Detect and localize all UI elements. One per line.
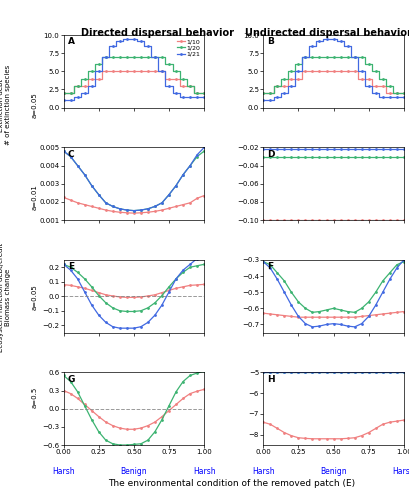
- Text: Benign: Benign: [120, 468, 147, 476]
- Text: a=0.5: a=0.5: [32, 387, 38, 408]
- Text: Extinction debt
# of extinction species: Extinction debt # of extinction species: [0, 65, 11, 145]
- Text: H: H: [267, 374, 274, 384]
- Text: Directed dispersal behavior: Directed dispersal behavior: [81, 28, 234, 38]
- Text: Benign: Benign: [319, 468, 346, 476]
- Text: Harsh: Harsh: [251, 468, 274, 476]
- Text: E: E: [67, 262, 74, 271]
- Text: G: G: [67, 374, 75, 384]
- Text: Ecosystem function debt/credit
Biomass change: Ecosystem function debt/credit Biomass c…: [0, 243, 11, 352]
- Legend: 1/10, 1/20, 1/21: 1/10, 1/20, 1/21: [176, 38, 200, 58]
- Text: B: B: [267, 37, 274, 46]
- Text: C: C: [67, 150, 74, 158]
- Text: a=0.01: a=0.01: [32, 184, 38, 210]
- Text: a=0.05: a=0.05: [32, 92, 38, 118]
- Text: Harsh: Harsh: [52, 468, 75, 476]
- Text: D: D: [267, 150, 274, 158]
- Text: Undirected dispersal behavior: Undirected dispersal behavior: [244, 28, 409, 38]
- Text: Harsh: Harsh: [192, 468, 215, 476]
- Text: Harsh: Harsh: [391, 468, 409, 476]
- Text: a=0.05: a=0.05: [32, 284, 38, 310]
- Text: A: A: [67, 37, 74, 46]
- Text: F: F: [267, 262, 273, 271]
- Text: The environmental condition of the removed patch (E): The environmental condition of the remov…: [108, 478, 354, 488]
